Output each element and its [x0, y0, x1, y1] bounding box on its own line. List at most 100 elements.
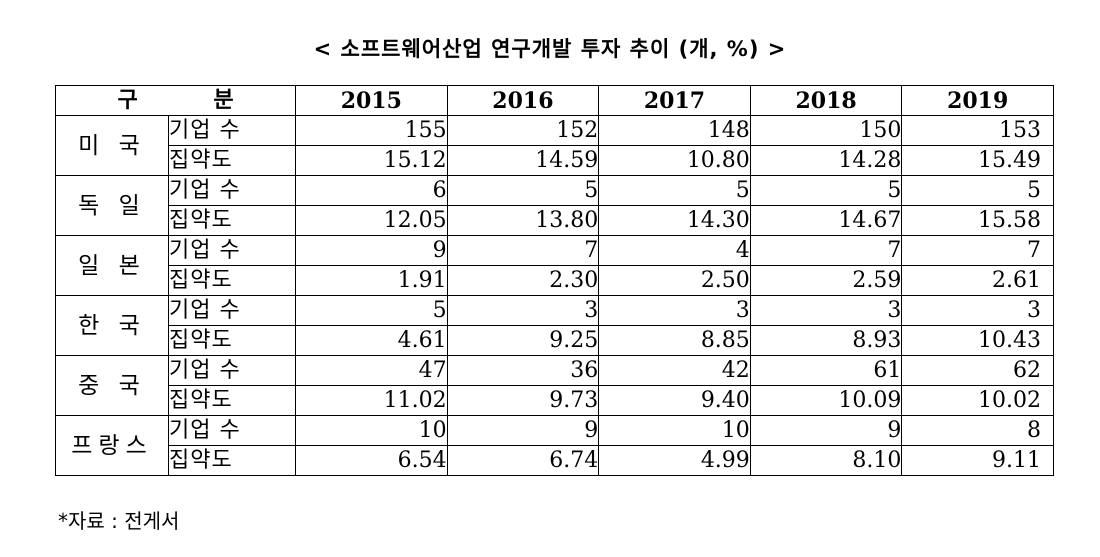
metric-cell: 집약도 — [167, 205, 297, 236]
value-cell: 5 — [446, 175, 600, 206]
header-category: 구 분 — [54, 85, 297, 116]
value-cell: 42 — [598, 355, 751, 386]
header-year: 2017 — [598, 85, 751, 116]
value-cell: 14.28 — [749, 145, 903, 176]
table-row: 집약도 6.54 6.74 4.99 8.10 9.11 — [56, 445, 1054, 476]
value-cell: 2.61 — [901, 265, 1054, 296]
source-note: *자료 : 전게서 — [58, 509, 180, 533]
value-cell: 4.99 — [598, 445, 751, 476]
metric-cell: 집약도 — [167, 385, 297, 416]
value-cell: 6.54 — [295, 445, 448, 476]
value-cell: 36 — [446, 355, 600, 386]
value-cell: 152 — [446, 115, 600, 146]
table-row: 미 국 기업 수 155 152 148 150 153 — [55, 115, 1054, 176]
metric-cell: 기업 수 — [167, 355, 297, 386]
value-cell: 15.12 — [295, 145, 448, 176]
value-cell: 10 — [598, 415, 751, 446]
metric-cell: 기업 수 — [167, 115, 297, 146]
value-cell: 150 — [749, 115, 903, 146]
value-cell: 5 — [598, 175, 751, 206]
country-cell: 독 일 — [55, 175, 169, 236]
value-cell: 5 — [295, 295, 448, 326]
value-cell: 15.49 — [901, 145, 1054, 176]
table-row: 집약도 4.61 9.25 8.85 8.93 10.43 — [56, 325, 1054, 356]
header-year: 2019 — [901, 85, 1054, 116]
country-cell: 일 본 — [55, 235, 169, 296]
value-cell: 14.67 — [749, 205, 903, 236]
metric-cell: 기업 수 — [167, 415, 297, 446]
country-cell: 중 국 — [55, 355, 169, 416]
value-cell: 7 — [446, 235, 600, 266]
value-cell: 14.30 — [598, 205, 751, 236]
value-cell: 2.50 — [598, 265, 751, 296]
value-cell: 6 — [295, 175, 448, 206]
table-header-row: 구 분 2015 2016 2017 2018 2019 — [54, 85, 1054, 116]
header-year: 2015 — [295, 85, 448, 116]
value-cell: 10.09 — [749, 385, 903, 416]
value-cell: 13.80 — [446, 205, 600, 236]
value-cell: 7 — [901, 235, 1054, 266]
value-cell: 10 — [295, 415, 448, 446]
table-row: 집약도 15.12 14.59 10.80 14.28 15.49 — [56, 145, 1054, 176]
table-row: 프랑스 기업 수 10 9 10 9 8 — [55, 415, 1054, 476]
value-cell: 2.59 — [749, 265, 903, 296]
metric-cell: 집약도 — [167, 445, 297, 476]
metric-cell: 집약도 — [167, 325, 297, 356]
value-cell: 8.10 — [749, 445, 903, 476]
value-cell: 2.30 — [446, 265, 600, 296]
value-cell: 9 — [446, 415, 600, 446]
value-cell: 3 — [446, 295, 600, 326]
value-cell: 4 — [598, 235, 751, 266]
country-cell: 미 국 — [55, 115, 169, 176]
country-cell: 프랑스 — [55, 415, 169, 476]
metric-cell: 기업 수 — [167, 235, 297, 266]
table-row: 집약도 12.05 13.80 14.30 14.67 15.58 — [56, 205, 1054, 236]
table-row: 집약도 11.02 9.73 9.40 10.09 10.02 — [56, 385, 1054, 416]
value-cell: 9.73 — [446, 385, 600, 416]
value-cell: 5 — [901, 175, 1054, 206]
value-cell: 47 — [295, 355, 448, 386]
table-title: < 소프트웨어산업 연구개발 투자 추이 (개, %) > — [313, 37, 787, 61]
rnd-investment-table: 구 분 2015 2016 2017 2018 2019 미 국 기업 수 155 1… — [54, 85, 1054, 476]
metric-cell: 집약도 — [167, 145, 297, 176]
value-cell: 62 — [901, 355, 1054, 386]
value-cell: 15.58 — [901, 205, 1054, 236]
value-cell: 61 — [749, 355, 903, 386]
value-cell: 9 — [295, 235, 448, 266]
value-cell: 4.61 — [295, 325, 448, 356]
table-row: 중 국 기업 수 47 36 42 61 62 — [55, 355, 1054, 416]
value-cell: 12.05 — [295, 205, 448, 236]
value-cell: 8 — [901, 415, 1054, 446]
value-cell: 9.25 — [446, 325, 600, 356]
value-cell: 5 — [749, 175, 903, 206]
value-cell: 8.93 — [749, 325, 903, 356]
table-row: 집약도 1.91 2.30 2.50 2.59 2.61 — [56, 265, 1054, 296]
metric-cell: 기업 수 — [167, 175, 297, 206]
value-cell: 3 — [598, 295, 751, 326]
value-cell: 10.02 — [901, 385, 1054, 416]
value-cell: 9.40 — [598, 385, 751, 416]
value-cell: 3 — [749, 295, 903, 326]
value-cell: 11.02 — [295, 385, 448, 416]
value-cell: 10.80 — [598, 145, 751, 176]
value-cell: 6.74 — [446, 445, 600, 476]
value-cell: 14.59 — [446, 145, 600, 176]
header-year: 2018 — [749, 85, 903, 116]
metric-cell: 집약도 — [167, 265, 297, 296]
value-cell: 9 — [749, 415, 903, 446]
value-cell: 148 — [598, 115, 751, 146]
header-year: 2016 — [446, 85, 600, 116]
metric-cell: 기업 수 — [167, 295, 297, 326]
value-cell: 7 — [749, 235, 903, 266]
value-cell: 155 — [295, 115, 448, 146]
value-cell: 8.85 — [598, 325, 751, 356]
country-cell: 한 국 — [55, 295, 169, 356]
table-body: 미 국 기업 수 155 152 148 150 153 집약도 15.12 14.59 10.80… — [55, 115, 1054, 476]
value-cell: 10.43 — [901, 325, 1054, 356]
value-cell: 9.11 — [901, 445, 1054, 476]
value-cell: 1.91 — [295, 265, 448, 296]
value-cell: 153 — [901, 115, 1054, 146]
